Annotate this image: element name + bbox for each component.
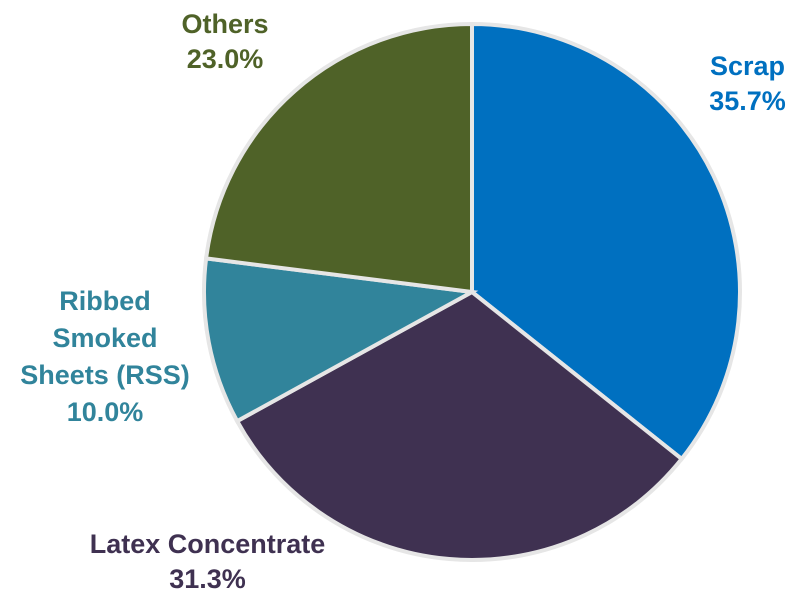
slice-label-latex-concentrate: Latex Concentrate 31.3% (60, 527, 355, 597)
slice-label-rss-name-line-3: Sheets (RSS) (20, 360, 190, 390)
slice-label-latex-concentrate-name: Latex Concentrate (89, 529, 326, 559)
slice-label-rss-value: 10.0% (66, 397, 144, 427)
slice-label-rss-name-line-1: Ribbed (59, 286, 151, 316)
slice-label-rss-name-line-2: Smoked (52, 323, 158, 353)
slice-label-scrap: Scrap 35.7% (690, 49, 805, 119)
pie-slice-others (203, 21, 474, 295)
slice-label-latex-concentrate-value: 31.3% (169, 564, 246, 594)
slice-label-scrap-value: 35.7% (709, 86, 786, 116)
slice-label-others-value: 23.0% (186, 44, 264, 74)
pie-slice-scrap (470, 21, 742, 462)
slice-label-rss: Ribbed Smoked Sheets (RSS) 10.0% (0, 283, 210, 431)
pie-slice-latex-concentrate (234, 289, 685, 562)
slice-label-others-name: Others (181, 9, 269, 39)
pie-slice-rss (202, 256, 479, 424)
slice-label-scrap-name: Scrap (709, 51, 786, 81)
slice-label-others: Others 23.0% (160, 7, 290, 77)
